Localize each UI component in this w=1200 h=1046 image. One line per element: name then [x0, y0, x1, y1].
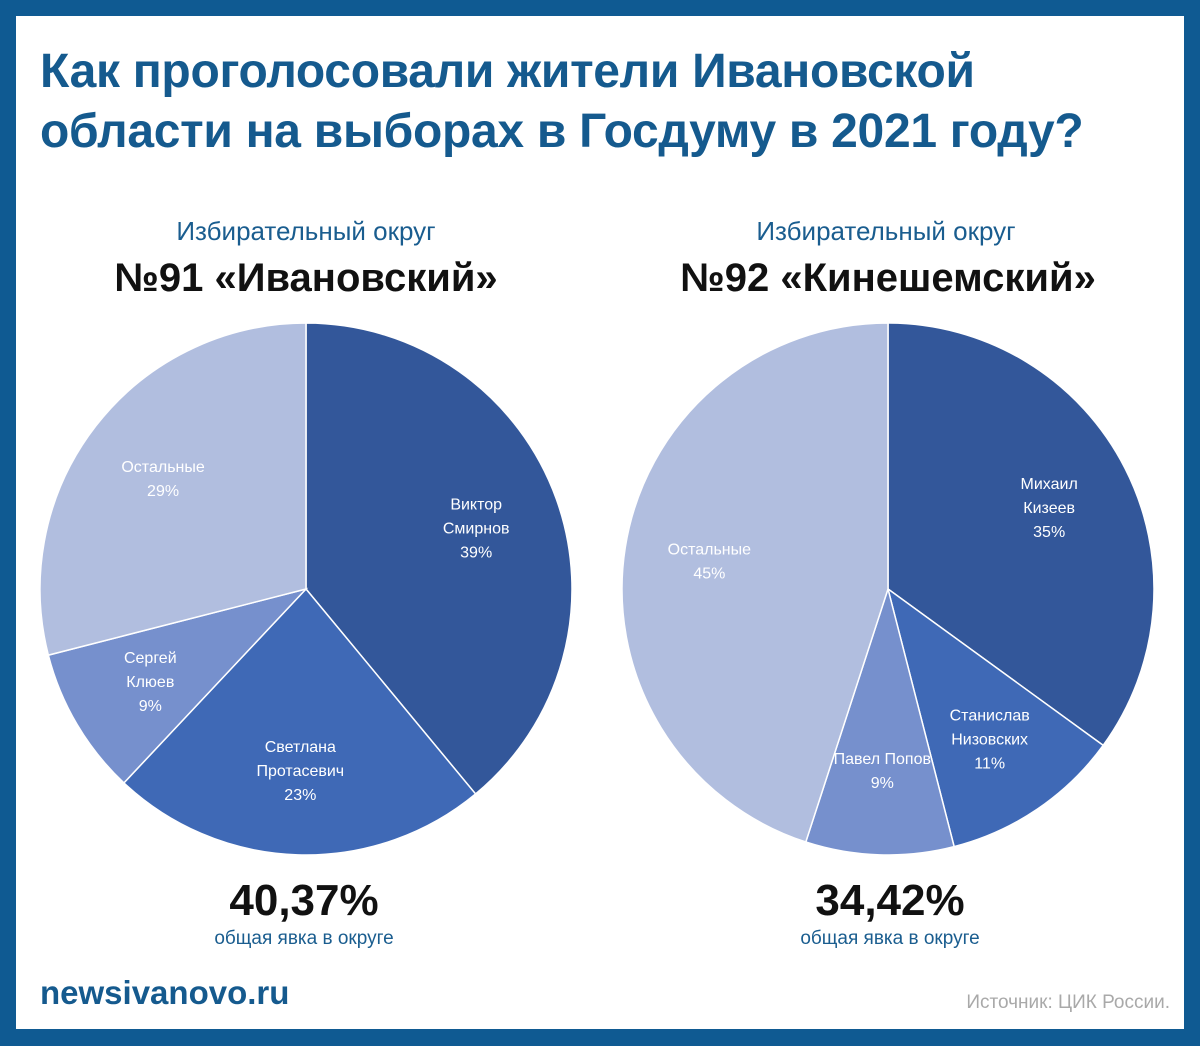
district-92-slice-label-3: Остальные 45%: [668, 542, 752, 583]
district-92-pie: Михаил Кизеев 35% Станислав Низовских 11% Паве…: [621, 322, 1155, 856]
district-92-slice-label-0: Михаил Кизеев 35%: [1021, 476, 1078, 541]
site-logo-text: newsivanovo.ru: [40, 974, 290, 1011]
district-92-pie-slice-3: [621, 322, 889, 843]
district-91-slice-label-2: Сергей Клюев 9%: [124, 650, 177, 715]
district-92-pie-slice-0: [887, 322, 1155, 747]
district-92-pie-slice-2: [804, 586, 956, 856]
pie-charts: Виктор Смирнов 39% Светлана Протасевич 23% Сер…: [39, 322, 1155, 856]
district-91-slice-label-3: Остальные 29%: [121, 459, 205, 500]
district-92-title: №92 «Кинешемский»: [680, 256, 1096, 300]
district-92-slice-label-2: Павел Попов 9%: [834, 751, 931, 792]
district-91-pie-slice-2: [47, 587, 309, 784]
source-note: Источник: ЦИК России.: [966, 992, 1170, 1013]
district-91-turnout: 40,37%: [229, 876, 379, 925]
district-92-pie-slice-1: [886, 587, 1105, 848]
district-91-slice-label-1: Светлана Протасевич 23%: [256, 739, 344, 804]
district-91-subtitle: Избирательный округ: [176, 216, 436, 246]
district-91-pie-slice-0: [305, 322, 573, 796]
page-title: Как проголосовали жители Ивановской обла…: [40, 45, 1084, 158]
district-92-turnout: 34,42%: [815, 876, 965, 925]
district-92-subtitle: Избирательный округ: [756, 216, 1016, 246]
district-92-slice-label-1: Станислав Низовских 11%: [950, 708, 1030, 773]
district-91-title: №91 «Ивановский»: [114, 256, 498, 300]
district-91-pie: Виктор Смирнов 39% Светлана Протасевич 23% Сер…: [39, 322, 573, 856]
district-91-slice-label-0: Виктор Смирнов 39%: [443, 497, 510, 562]
district-91-turnout-caption: общая явка в округе: [214, 928, 394, 949]
district-92-turnout-caption: общая явка в округе: [800, 928, 980, 949]
district-91-pie-slice-1: [122, 587, 477, 856]
district-91-pie-slice-3: [39, 322, 307, 657]
infographic-card: Как проголосовали жители Ивановской обла…: [16, 16, 1184, 1029]
